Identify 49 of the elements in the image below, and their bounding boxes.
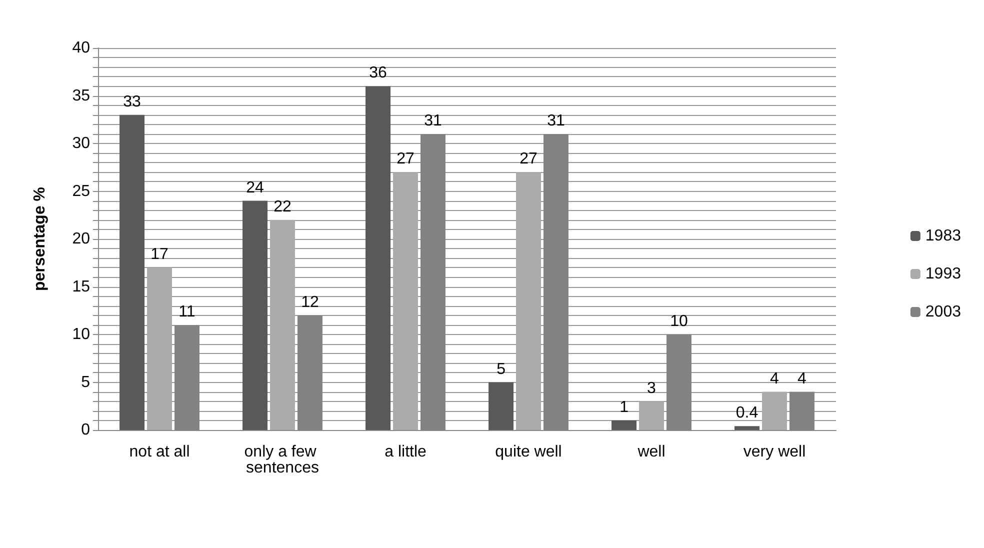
- bar: [612, 420, 637, 430]
- data-label: 31: [547, 112, 565, 130]
- x-tick-label: very well: [743, 444, 806, 460]
- bar: [639, 401, 664, 430]
- legend-label: 1993: [925, 266, 962, 282]
- data-label: 4: [770, 370, 780, 388]
- data-label: 33: [123, 93, 142, 110]
- data-label: 36: [369, 64, 388, 82]
- data-label: 4: [798, 370, 807, 388]
- data-label: 27: [396, 150, 414, 168]
- x-tick-label: only a few sentences: [244, 444, 321, 476]
- data-label: 24: [246, 179, 264, 196]
- y-tick-label: 25: [72, 182, 90, 200]
- y-tick-label: 30: [72, 135, 90, 152]
- data-label: 1: [620, 398, 629, 416]
- y-tick-label: 10: [72, 326, 90, 343]
- bar: [488, 382, 514, 430]
- x-tick-label: not at all: [129, 444, 190, 460]
- data-label: 5: [496, 360, 506, 378]
- data-label: 22: [274, 198, 292, 216]
- x-tick-label: well: [636, 444, 666, 460]
- bar: [516, 172, 541, 430]
- data-label: 27: [520, 150, 538, 168]
- legend-label: 2003: [925, 304, 962, 320]
- x-tick-label: a little: [384, 444, 426, 460]
- y-tick-label: 35: [72, 87, 90, 104]
- data-label: 17: [150, 246, 168, 264]
- legend-label: 1983: [925, 228, 962, 244]
- y-tick-label: 5: [81, 374, 90, 391]
- y-tick-label: 15: [72, 278, 90, 296]
- y-tick-label: 0: [81, 422, 90, 438]
- y-tick-label: 20: [72, 230, 90, 248]
- y-tick-label: 40: [72, 40, 90, 56]
- x-tick-label: quite well: [495, 444, 562, 460]
- bar: [147, 268, 172, 430]
- bar: [393, 172, 418, 430]
- bar: [270, 220, 295, 430]
- bar: [366, 86, 391, 430]
- data-label: 0.4: [736, 404, 758, 422]
- data-label: 31: [424, 112, 442, 130]
- data-label: 11: [178, 303, 196, 320]
- data-label: 10: [670, 313, 688, 330]
- data-label: 12: [301, 294, 319, 311]
- data-label: 3: [647, 380, 656, 397]
- bar: [762, 392, 787, 430]
- y-axis-title: persentage %: [32, 186, 48, 292]
- bar: [734, 426, 760, 430]
- bar: [120, 114, 145, 430]
- bar: [242, 200, 268, 430]
